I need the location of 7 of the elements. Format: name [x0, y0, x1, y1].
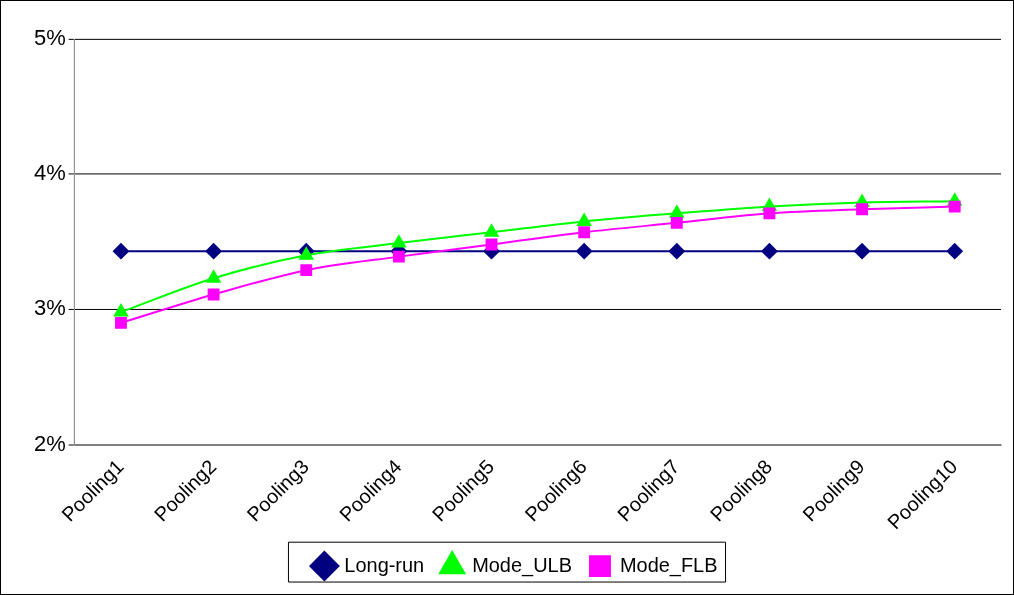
y-tick-label: 3% — [33, 295, 66, 321]
legend-label: Mode_FLB — [619, 553, 718, 577]
legend-label: Mode_ULB — [472, 553, 572, 577]
y-tick-label: 2% — [33, 430, 66, 456]
y-tick-label: 5% — [33, 24, 66, 50]
y-tick-label: 4% — [33, 160, 66, 186]
legend-label: Long-run — [344, 553, 425, 576]
